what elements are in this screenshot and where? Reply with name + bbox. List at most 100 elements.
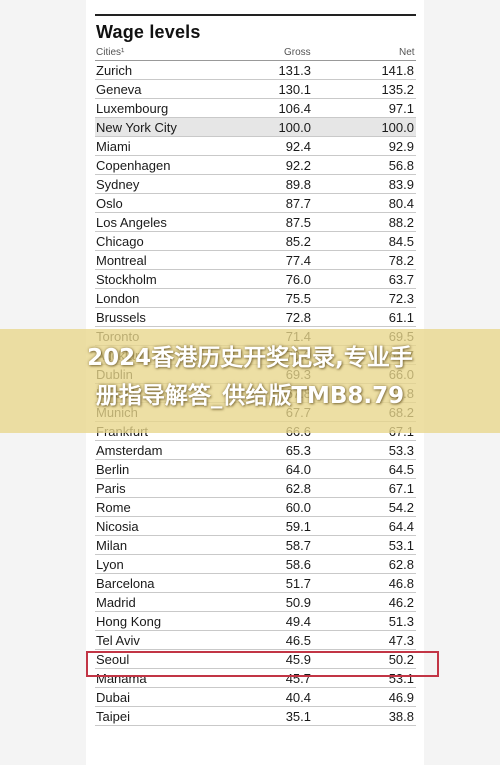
city-cell: New York City — [96, 120, 177, 135]
city-cell: Madrid — [96, 595, 136, 610]
net-cell: 135.2 — [381, 82, 414, 97]
city-cell: Barcelona — [96, 576, 155, 591]
gross-cell: 92.4 — [285, 139, 311, 154]
city-cell: Stockholm — [96, 272, 157, 287]
gross-cell: 100.0 — [278, 120, 311, 135]
gross-cell: 58.6 — [285, 557, 311, 572]
city-cell: Seoul — [96, 652, 130, 667]
gross-cell: 58.7 — [285, 538, 311, 553]
table-row: Brussels 72.8 61.1 — [95, 308, 416, 327]
gross-cell: 85.2 — [285, 234, 311, 249]
gross-cell: 131.3 — [278, 63, 311, 78]
table-row: Chicago 85.2 84.5 — [95, 232, 416, 251]
city-cell: Hong Kong — [96, 614, 162, 629]
gross-cell: 77.4 — [285, 253, 311, 268]
net-cell: 61.1 — [388, 310, 414, 325]
gross-cell: 89.8 — [285, 177, 311, 192]
header-cities: Cities¹ — [96, 47, 125, 58]
net-cell: 72.3 — [388, 291, 414, 306]
city-cell: Geneva — [96, 82, 142, 97]
table-row: Rome 60.0 54.2 — [95, 498, 416, 517]
city-cell: Montreal — [96, 253, 147, 268]
city-cell: Berlin — [96, 462, 130, 477]
gross-cell: 40.4 — [285, 690, 311, 705]
gross-cell: 65.3 — [285, 443, 311, 458]
city-cell: Paris — [96, 481, 126, 496]
top-rule — [95, 14, 416, 16]
city-cell: Brussels — [96, 310, 146, 325]
gross-cell: 75.5 — [285, 291, 311, 306]
gross-cell: 60.0 — [285, 500, 311, 515]
net-cell: 51.3 — [388, 614, 414, 629]
net-cell: 46.8 — [388, 576, 414, 591]
net-cell: 88.2 — [388, 215, 414, 230]
net-cell: 100.0 — [381, 120, 414, 135]
table-row: Lyon 58.6 62.8 — [95, 555, 416, 574]
gross-cell: 45.9 — [285, 652, 311, 667]
table-row: London 75.5 72.3 — [95, 289, 416, 308]
watermark-line-2: 册指导解答_供给版TMB8.79 — [95, 383, 405, 409]
gross-cell: 59.1 — [285, 519, 311, 534]
city-cell: Tel Aviv — [96, 633, 140, 648]
gross-cell: 64.0 — [285, 462, 311, 477]
city-cell: Miami — [96, 139, 131, 154]
net-cell: 141.8 — [381, 63, 414, 78]
net-cell: 67.1 — [388, 481, 414, 496]
net-cell: 80.4 — [388, 196, 414, 211]
gross-cell: 50.9 — [285, 595, 311, 610]
table-row: Milan 58.7 53.1 — [95, 536, 416, 555]
net-cell: 53.1 — [388, 538, 414, 553]
net-cell: 53.3 — [388, 443, 414, 458]
table-row: Geneva 130.1 135.2 — [95, 80, 416, 99]
city-cell: Dubai — [96, 690, 130, 705]
table-row: New York City 100.0 100.0 — [95, 118, 416, 137]
table-row: Madrid 50.9 46.2 — [95, 593, 416, 612]
table-row: Manama 45.7 53.1 — [95, 669, 416, 688]
city-cell: Los Angeles — [96, 215, 167, 230]
net-cell: 63.7 — [388, 272, 414, 287]
table-row: Stockholm 76.0 63.7 — [95, 270, 416, 289]
net-cell: 84.5 — [388, 234, 414, 249]
table-row: Berlin 64.0 64.5 — [95, 460, 416, 479]
gross-cell: 106.4 — [278, 101, 311, 116]
city-cell: Sydney — [96, 177, 140, 192]
net-cell: 78.2 — [388, 253, 414, 268]
watermark-banner — [0, 329, 500, 433]
table-row: Barcelona 51.7 46.8 — [95, 574, 416, 593]
city-cell: Nicosia — [96, 519, 139, 534]
gross-cell: 45.7 — [285, 671, 311, 686]
table-row: Copenhagen 92.2 56.8 — [95, 156, 416, 175]
header-gross: Gross — [284, 47, 311, 58]
gross-cell: 130.1 — [278, 82, 311, 97]
gross-cell: 76.0 — [285, 272, 311, 287]
net-cell: 97.1 — [388, 101, 414, 116]
table-row: Sydney 89.8 83.9 — [95, 175, 416, 194]
net-cell: 46.2 — [388, 595, 414, 610]
city-cell: Taipei — [96, 709, 130, 724]
net-cell: 64.5 — [388, 462, 414, 477]
net-cell: 62.8 — [388, 557, 414, 572]
gross-cell: 49.4 — [285, 614, 311, 629]
table-row: Nicosia 59.1 64.4 — [95, 517, 416, 536]
net-cell: 46.9 — [388, 690, 414, 705]
header-rule — [95, 60, 416, 61]
net-cell: 50.2 — [388, 652, 414, 667]
net-cell: 54.2 — [388, 500, 414, 515]
city-cell: Lyon — [96, 557, 124, 572]
city-cell: Rome — [96, 500, 131, 515]
net-cell: 83.9 — [388, 177, 414, 192]
city-cell: Copenhagen — [96, 158, 171, 173]
city-cell: Luxembourg — [96, 101, 169, 116]
table-row: Oslo 87.7 80.4 — [95, 194, 416, 213]
city-cell: Chicago — [96, 234, 144, 249]
city-cell: Zurich — [96, 63, 133, 78]
table-row: Dubai 40.4 46.9 — [95, 688, 416, 707]
table-row: Paris 62.8 67.1 — [95, 479, 416, 498]
city-cell: London — [96, 291, 140, 306]
gross-cell: 87.5 — [285, 215, 311, 230]
header-net: Net — [399, 47, 415, 58]
gross-cell: 72.8 — [285, 310, 311, 325]
table-row: Amsterdam 65.3 53.3 — [95, 441, 416, 460]
city-cell: Amsterdam — [96, 443, 163, 458]
table-title: Wage levels — [96, 22, 201, 42]
